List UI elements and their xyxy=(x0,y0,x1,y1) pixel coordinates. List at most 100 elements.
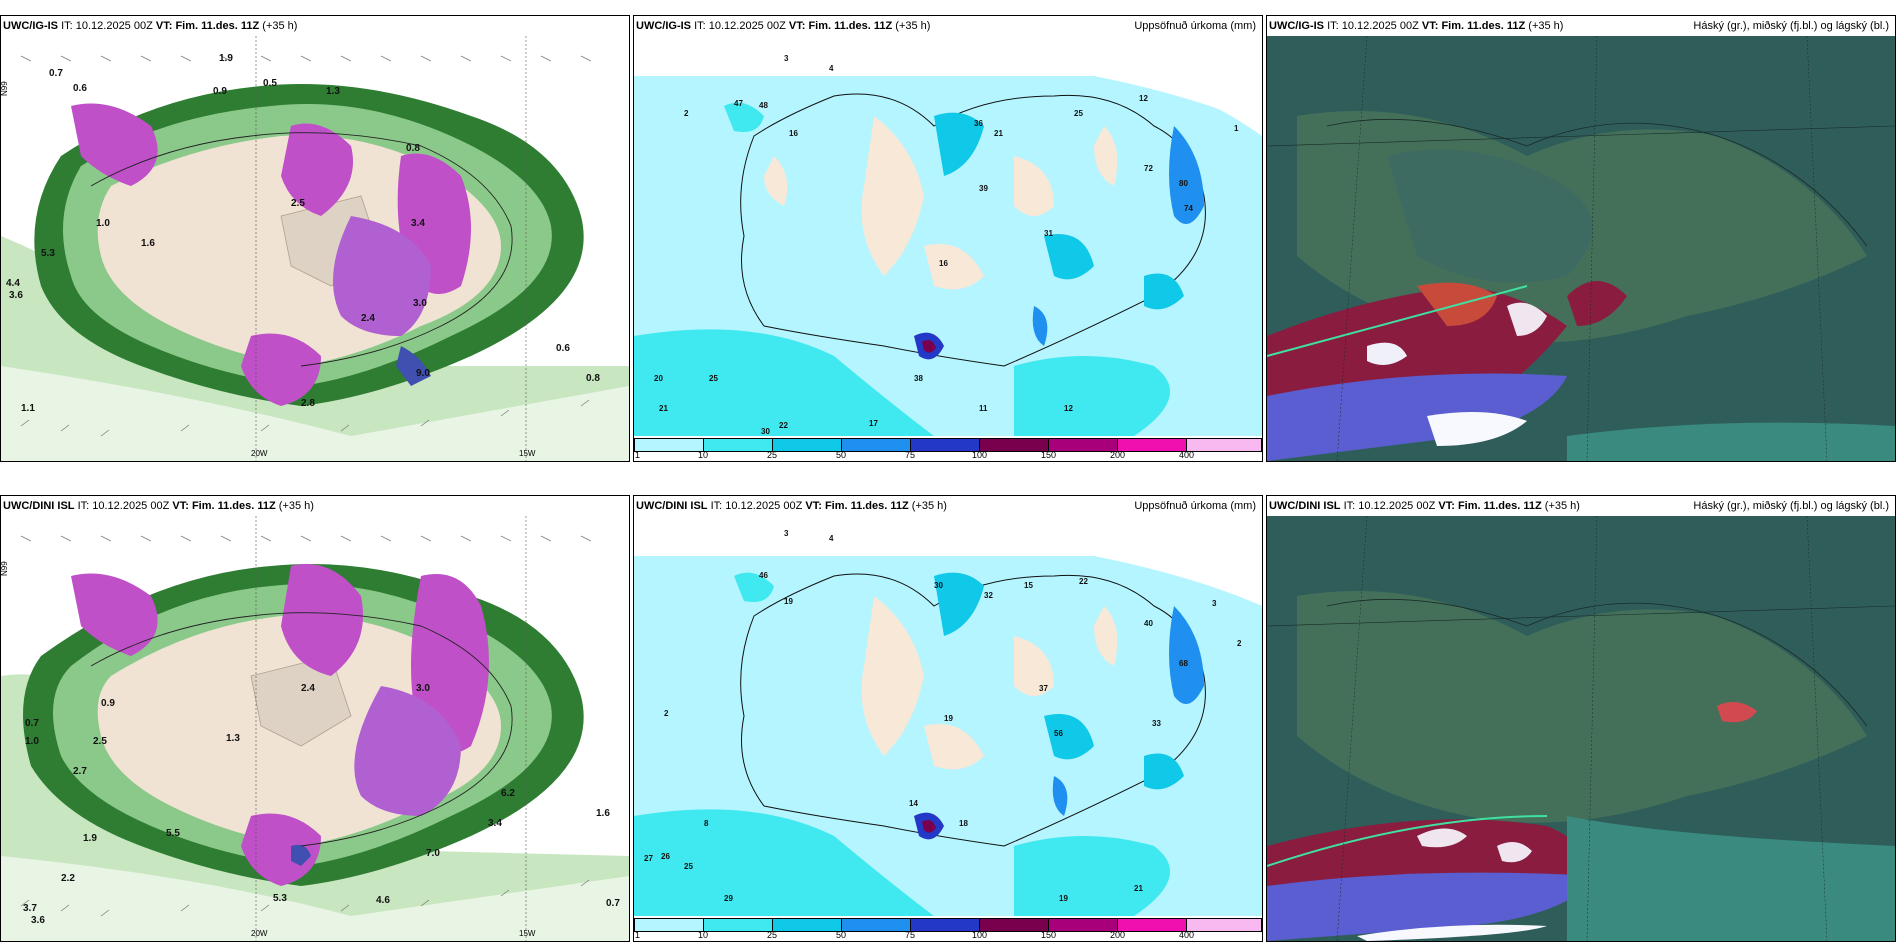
colorbar-label: 75 xyxy=(905,450,916,460)
lead-time: (+35 h) xyxy=(1544,500,1580,512)
precip-value: 19 xyxy=(784,597,793,606)
colorbar-label: 400 xyxy=(1179,450,1195,460)
init-time: 10.12.2025 00Z xyxy=(75,20,153,32)
colorbar-swatch xyxy=(841,918,911,932)
model-name: UWC/IG-IS xyxy=(636,20,691,32)
colorbar-swatch xyxy=(772,918,842,932)
precip-value: 31 xyxy=(1044,229,1053,238)
panel-top-precip: UWC/IG-IS IT: 10.12.2025 00Z VT: Fim. 11… xyxy=(633,15,1263,462)
model-name: UWC/IG-IS xyxy=(3,20,58,32)
precip-value: 12 xyxy=(1064,404,1073,413)
panel-bottom-wind: UWC/DINI ISL IT: 10.12.2025 00Z VT: Fim.… xyxy=(0,495,630,942)
precip-value: 47 xyxy=(734,99,743,108)
lead-time: (+35 h) xyxy=(895,20,931,32)
wind-value: 0.8 xyxy=(406,143,420,154)
init-time: 10.12.2025 00Z xyxy=(725,500,803,512)
precip-value: 40 xyxy=(1144,619,1153,628)
wind-value: 6.2 xyxy=(501,788,515,799)
colorbar-label: 100 xyxy=(972,450,988,460)
cloud-map xyxy=(1267,516,1895,941)
colorbar-swatch xyxy=(1186,438,1262,452)
precip-value: 16 xyxy=(939,259,948,268)
precip-value: 80 xyxy=(1179,179,1188,188)
colorbar-label: 75 xyxy=(905,930,916,940)
precip-value: 20 xyxy=(654,374,663,383)
precip-value: 3 xyxy=(784,529,789,538)
precip-colorbar: 1 10 25 50 75 100 150 200 400 xyxy=(634,436,1262,461)
precip-value: 19 xyxy=(1059,894,1068,903)
wind-value: 3.6 xyxy=(9,290,23,301)
colorbar-label: 1 xyxy=(635,930,641,940)
lead-time: (+35 h) xyxy=(262,20,298,32)
precip-value: 30 xyxy=(761,427,770,436)
panel-bottom-precip: UWC/DINI ISL IT: 10.12.2025 00Z VT: Fim.… xyxy=(633,495,1263,942)
wind-value: 0.7 xyxy=(25,718,39,729)
precip-value: 33 xyxy=(1152,719,1161,728)
wind-value: 2.5 xyxy=(291,198,305,209)
wind-value: 4.4 xyxy=(6,278,20,289)
panel-subtitle: Háský (gr.), miðský (fj.bl.) og lágský (… xyxy=(1693,500,1889,512)
vt-label: VT: xyxy=(1438,500,1455,512)
vt-label: VT: xyxy=(1421,20,1439,32)
wind-value: 2.7 xyxy=(73,766,87,777)
precip-value: 32 xyxy=(984,591,993,600)
precip-value: 38 xyxy=(914,374,923,383)
init-time: 10.12.2025 00Z xyxy=(1358,500,1436,512)
wind-value: 5.5 xyxy=(166,828,180,839)
panel-top-cloud: UWC/IG-IS IT: 10.12.2025 00Z VT: Fim. 11… xyxy=(1266,15,1896,462)
precip-value: 25 xyxy=(684,862,693,871)
precip-value: 19 xyxy=(944,714,953,723)
panel-top-wind: UWC/IG-IS IT: 10.12.2025 00Z VT: Fim. 11… xyxy=(0,15,630,462)
precip-value: 15 xyxy=(1024,581,1033,590)
colorbar-label: 100 xyxy=(972,930,988,940)
precip-value: 26 xyxy=(661,852,670,861)
precip-value: 22 xyxy=(779,421,788,430)
it-label: IT: xyxy=(1343,500,1356,512)
precip-value: 8 xyxy=(704,819,709,828)
precip-value: 17 xyxy=(869,419,878,428)
model-name: UWC/DINI ISL xyxy=(1269,500,1341,512)
wind-value: 2.4 xyxy=(361,313,375,324)
wind-value: 3.0 xyxy=(413,298,427,309)
lead-time: (+35 h) xyxy=(911,500,947,512)
precip-value: 21 xyxy=(994,129,1003,138)
valid-time: Fim. 11.des. 11Z xyxy=(824,500,909,512)
wind-value: 2.2 xyxy=(61,873,75,884)
vt-label: VT: xyxy=(172,500,189,512)
precip-value: 3 xyxy=(784,54,789,63)
precip-value: 25 xyxy=(709,374,718,383)
precip-value: 1 xyxy=(1234,124,1239,133)
panel-subtitle: Uppsöfnuð úrkoma (mm) xyxy=(1134,500,1256,512)
colorbar-swatch xyxy=(979,918,1049,932)
wind-value: 7.0 xyxy=(426,848,440,859)
wind-value: 0.6 xyxy=(556,343,570,354)
colorbar-swatch xyxy=(703,438,773,452)
valid-time: Fim. 11.des. 11Z xyxy=(175,20,260,32)
precip-value: 48 xyxy=(759,101,768,110)
panel-header: UWC/IG-IS IT: 10.12.2025 00Z VT: Fim. 11… xyxy=(634,16,1262,36)
colorbar-label: 150 xyxy=(1041,930,1057,940)
precip-value: 22 xyxy=(1079,577,1088,586)
valid-time: Fim. 11.des. 11Z xyxy=(808,20,893,32)
wind-value: 4.6 xyxy=(376,895,390,906)
vt-label: VT: xyxy=(155,20,173,32)
lat-label: N99 xyxy=(1,561,9,576)
precip-map: 3 4 2 46 19 30 32 15 22 40 68 37 56 19 1… xyxy=(634,516,1262,941)
it-label: IT: xyxy=(61,20,73,32)
wind-value: 1.6 xyxy=(596,808,610,819)
colorbar-label: 25 xyxy=(767,930,778,940)
precip-colorbar: 1 10 25 50 75 100 150 200 400 xyxy=(634,916,1262,941)
vt-label: VT: xyxy=(805,500,822,512)
precip-value: 18 xyxy=(959,819,968,828)
init-time: 10.12.2025 00Z xyxy=(92,500,170,512)
colorbar-swatch xyxy=(1117,918,1187,932)
valid-time: Fim. 11.des. 11Z xyxy=(1457,500,1542,512)
colorbar-swatch xyxy=(634,438,704,452)
precip-value: 2 xyxy=(664,709,669,718)
lon-label-15w: 15W xyxy=(519,449,536,458)
colorbar-label: 50 xyxy=(836,930,847,940)
precip-value: 16 xyxy=(789,129,798,138)
colorbar-label: 200 xyxy=(1110,450,1126,460)
precip-value: 25 xyxy=(1074,109,1083,118)
precip-value: 29 xyxy=(724,894,733,903)
